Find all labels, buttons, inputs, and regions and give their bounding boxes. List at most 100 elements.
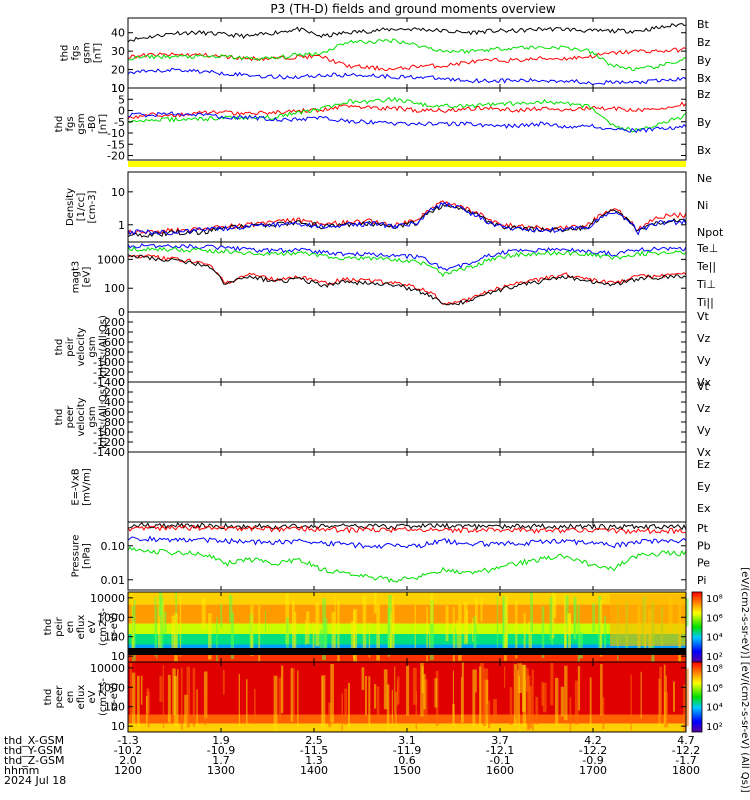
spectrogram-stripe — [461, 662, 464, 723]
ylabel-line: E=-VxB — [71, 468, 82, 505]
spectrogram-stripe — [426, 607, 428, 662]
spectrogram-stripe — [171, 615, 176, 653]
colorbar-tick-label: 10⁶ — [706, 613, 723, 624]
spectrogram-stripe — [479, 663, 484, 721]
y-tick-label: -1000 — [93, 426, 125, 439]
y-tick-label: 1000 — [97, 681, 125, 694]
spectrogram-band — [128, 592, 686, 605]
y-tick-label: 0.01 — [101, 574, 126, 587]
legend-temperature-2: Ti⊥ — [696, 278, 716, 291]
x-row-value: -10.9 — [207, 744, 235, 757]
x-row-value: -12.2 — [672, 744, 700, 757]
panel-frame — [127, 521, 687, 591]
spectrogram-band — [128, 634, 686, 645]
ylabel-line: gsm — [87, 336, 98, 357]
spectrogram-stripe — [578, 631, 583, 659]
x-row-value: -10.2 — [114, 744, 142, 757]
legend-pressure-0: Pt — [697, 522, 709, 535]
ylabel-line: velocity — [76, 397, 87, 436]
legend-density-1: Ni — [697, 199, 708, 212]
ylabel-line: fgs — [65, 116, 76, 131]
legend-electron_velocity-0: Vt — [697, 380, 710, 393]
spectrogram-stripe — [456, 620, 458, 654]
legend-fgs_gsm-0: Bt — [697, 18, 710, 31]
panel-ion_spectrogram-ylabel: thd peir en eflux eV (cm2-s-sr-eV) — [43, 608, 120, 646]
ylabel-line: magt3 — [71, 261, 82, 294]
legend-fgs_gsm-3: Bx — [697, 72, 712, 85]
x-row-label-1: thd_Y-GSM — [4, 744, 63, 757]
spectrogram-stripe — [480, 597, 483, 622]
y-tick-label: 10 — [111, 82, 125, 95]
spectrogram-stripe — [496, 596, 499, 651]
legend-temperature-0: Te⊥ — [696, 242, 718, 255]
y-tick-label: 10000 — [90, 592, 125, 605]
spectrogram-stripe — [172, 668, 176, 715]
spectrogram-stripe — [368, 676, 371, 730]
x-row-label-3: hhmm — [4, 764, 39, 777]
x-row-value: 1.9 — [212, 734, 230, 747]
spectrogram-stripe — [347, 682, 350, 731]
spectrogram-stripe — [364, 676, 367, 716]
y-tick-label: 1 — [118, 219, 125, 232]
spectrogram-stripe — [246, 679, 248, 724]
spectrogram-stripe — [602, 697, 605, 730]
spectrogram-stripe — [254, 688, 256, 725]
spectrogram-stripe — [429, 629, 431, 656]
spectrogram-stripe — [140, 675, 143, 705]
y-tick-label: 1000 — [97, 611, 125, 624]
ylabel-line: eV — [87, 690, 98, 703]
legend-pressure-3: Pi — [697, 574, 706, 587]
x-row-value: -11.5 — [300, 744, 328, 757]
spectrogram-stripe — [463, 602, 468, 645]
panel-ion_velocity-ylabel: thd peir velocity gsm km/s (All Qs) — [54, 315, 109, 379]
x-row-value: 1700 — [579, 764, 607, 777]
spectrogram-stripe — [684, 668, 689, 727]
spectrogram-stripe — [434, 678, 438, 708]
panel-electron_velocity: thd peer velocity gsm km/s (All Qs)-1400-120… — [54, 376, 712, 459]
spectrogram-fill-region — [610, 594, 686, 646]
y-tick-label: -1400 — [93, 446, 125, 459]
legend-ion_velocity-1: Vz — [697, 332, 711, 345]
spectrogram-stripe — [203, 671, 208, 719]
y-tick-label: -5 — [114, 116, 125, 129]
spectrogram-stripe — [531, 669, 534, 731]
spectrogram-stripe — [663, 664, 666, 725]
y-tick-label: 10 — [111, 650, 125, 663]
spectrogram-stripe — [264, 611, 267, 633]
spectrogram-stripe — [461, 677, 463, 724]
spectrogram-stripe — [483, 668, 487, 727]
colorbar-1 — [691, 661, 703, 733]
x-row-value: -1.7 — [675, 754, 696, 767]
spectrogram-stripe — [598, 595, 602, 651]
spectrogram-stripe — [319, 629, 323, 653]
spectrogram-stripe — [574, 680, 579, 725]
spectrogram-band — [128, 623, 686, 634]
y-tick-label: -1000 — [93, 356, 125, 369]
spectrogram-stripe — [312, 622, 315, 649]
series-line-density-2 — [127, 201, 687, 236]
spectrogram-stripe — [414, 604, 416, 650]
spectrogram-stripe — [569, 697, 572, 732]
spectrogram-stripe — [563, 594, 566, 650]
x-row-label-0: thd_X-GSM — [4, 734, 64, 747]
ylabel-line: [cm-3] — [87, 190, 98, 223]
colorbar-tick-label: 10⁶ — [706, 683, 723, 694]
y-tick-label: 40 — [111, 27, 125, 40]
ylabel-line: [mV/m] — [82, 468, 93, 506]
spectrogram-stripe — [664, 692, 668, 728]
x-row-value: 2.0 — [119, 754, 137, 767]
spectrogram-stripe — [321, 675, 326, 729]
spectrogram-stripe — [362, 595, 367, 653]
panel-pressure: Pressure [nPa] 0.01 0.10 Pt Pb Pe Pi — [71, 521, 711, 591]
spectrogram-stripe — [430, 593, 434, 624]
spectrogram-stripe — [640, 671, 642, 719]
spectrogram-stripe — [304, 619, 307, 645]
y-tick-label: 0.10 — [101, 540, 126, 553]
y-tick-label: 10 — [111, 82, 125, 95]
spectrogram-stripe — [361, 667, 365, 690]
spectrogram-stripe — [286, 617, 289, 652]
spectrogram-stripe — [162, 665, 165, 728]
